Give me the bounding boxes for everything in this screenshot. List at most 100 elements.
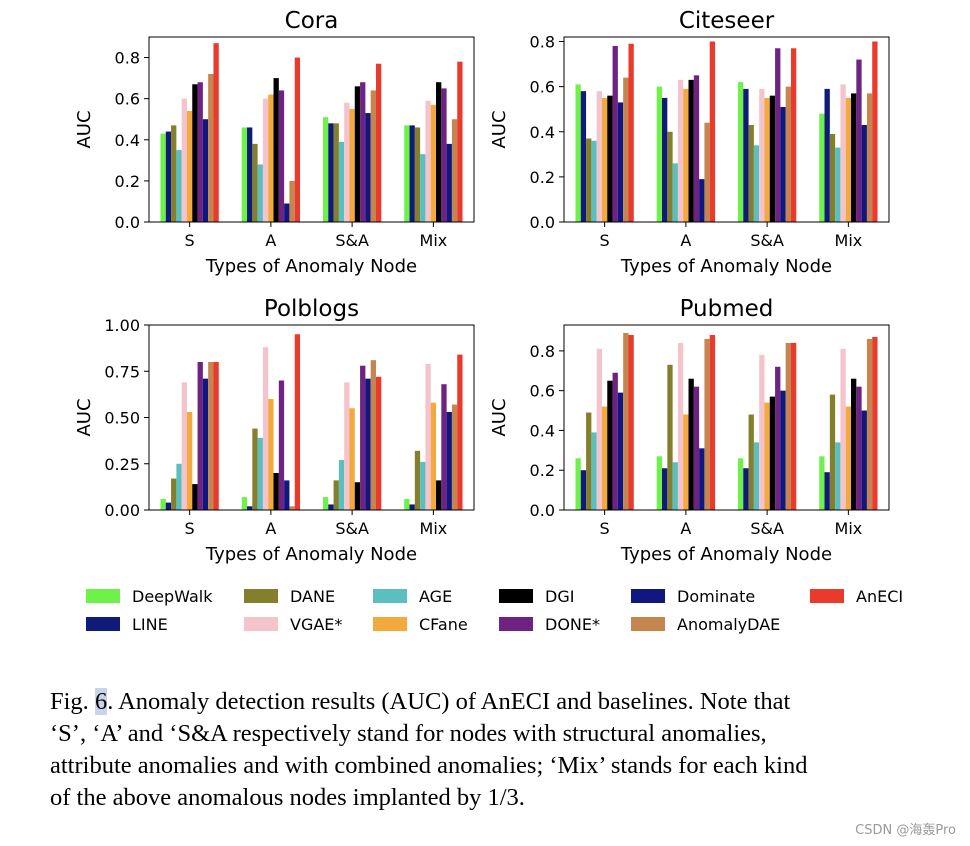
legend-label: VGAE*: [290, 614, 343, 634]
y-axis-label: AUC: [74, 110, 95, 148]
bar-aneci: [294, 57, 301, 223]
x-tick-label: S&A: [750, 519, 784, 538]
legend-item-dane: DANE: [244, 585, 335, 607]
bar-line: [824, 472, 830, 510]
x-tick-label: S: [185, 231, 195, 250]
bar-cfane: [683, 414, 689, 510]
chart-title: Citeseer: [679, 8, 775, 34]
bar-deepwalk: [241, 497, 248, 510]
bar-done: [612, 46, 618, 222]
bar-anomalydae: [370, 90, 376, 222]
bar-vgae: [344, 102, 350, 222]
bar-dominate: [365, 378, 371, 510]
bar-cfane: [601, 406, 608, 510]
bar-dane: [586, 138, 592, 222]
bar-aneci: [457, 61, 463, 222]
bar-age: [420, 154, 426, 222]
bar-line: [743, 88, 749, 222]
bar-done: [693, 75, 700, 222]
x-tick-label: S: [185, 519, 195, 538]
bar-dominate: [617, 102, 624, 222]
legend-item-line: LINE: [86, 613, 168, 635]
x-axis-label: Types of Anomaly Node: [205, 544, 417, 565]
bar-dane: [252, 428, 258, 510]
bar-cfane: [764, 97, 770, 222]
legend-item-dgi: DGI: [499, 585, 574, 607]
legend-item-deepwalk: DeepWalk: [86, 585, 212, 607]
bar-deepwalk: [656, 456, 663, 510]
legend: DeepWalk LINE DANE VGAE* AGE CFane DGI D…: [86, 585, 926, 645]
caption-line-1: Fig. 6. Anomaly detection results (AUC) …: [50, 686, 942, 718]
x-axis-label: Types of Anomaly Node: [620, 256, 832, 277]
plot-frame: [148, 36, 475, 223]
bar-vgae: [677, 79, 684, 223]
x-tick-label: S: [600, 231, 610, 250]
x-axis-label: Types of Anomaly Node: [205, 256, 417, 277]
bar-deepwalk: [737, 458, 744, 510]
bar-anomalydae: [704, 338, 710, 510]
legend-swatch: [244, 589, 278, 603]
bar-aneci: [213, 43, 219, 222]
bar-dgi: [354, 86, 361, 222]
bar-age: [753, 145, 760, 222]
bar-aneci: [213, 362, 219, 510]
bar-line: [165, 502, 172, 510]
chart-title: Pubmed: [680, 296, 774, 322]
bar-anomalydae: [289, 506, 295, 510]
bar-done: [278, 380, 285, 510]
bar-cfane: [430, 104, 437, 222]
bar-line: [662, 468, 668, 510]
bar-line: [824, 88, 830, 222]
bar-line: [409, 125, 415, 222]
bar-done: [612, 372, 618, 510]
plot-frame: [563, 324, 890, 511]
legend-label: DONE*: [545, 614, 600, 634]
bar-aneci: [457, 354, 463, 510]
bar-aneci: [375, 63, 382, 222]
bar-deepwalk: [737, 82, 744, 223]
legend-item-age: AGE: [373, 585, 452, 607]
figure-caption: Fig. 6. Anomaly detection results (AUC) …: [50, 686, 942, 814]
bar-dane: [748, 124, 754, 222]
bar-dgi: [851, 93, 857, 223]
bar-age: [420, 461, 426, 510]
caption-line-2: ‘S’, ‘A’ and ‘S&A respectively stand for…: [50, 720, 767, 747]
bar-done: [278, 90, 285, 222]
bar-dgi: [192, 84, 198, 222]
y-tick-label: 0.6: [530, 78, 555, 97]
legend-swatch: [810, 589, 844, 603]
x-tick-label: S&A: [750, 231, 784, 250]
y-tick-label: 0.0: [115, 213, 140, 232]
bar-line: [580, 470, 587, 510]
legend-label: LINE: [132, 614, 168, 634]
bar-vgae: [840, 348, 846, 510]
bar-deepwalk: [404, 498, 410, 510]
bar-line: [662, 97, 668, 222]
bar-dominate: [861, 410, 867, 510]
y-tick-label: 0.2: [115, 172, 140, 191]
bar-deepwalk: [819, 113, 825, 222]
bar-aneci: [872, 41, 878, 223]
bar-vgae: [840, 84, 846, 222]
x-tick-label: S: [600, 519, 610, 538]
legend-item-done: DONE*: [499, 613, 600, 635]
caption-line-3: attribute anomalies and with combined an…: [50, 752, 808, 779]
bar-anomalydae: [866, 338, 873, 510]
legend-swatch: [86, 589, 120, 603]
bar-aneci: [375, 376, 382, 510]
bar-vgae: [181, 382, 187, 510]
bar-deepwalk: [404, 125, 410, 222]
bar-deepwalk: [656, 86, 663, 222]
plot-frame: [563, 36, 890, 223]
bar-dominate: [365, 113, 371, 222]
bar-vgae: [344, 382, 350, 510]
bar-vgae: [759, 354, 765, 510]
bar-age: [591, 140, 597, 222]
bar-age: [835, 442, 841, 510]
bar-cfane: [268, 399, 274, 510]
chart-grid: 0.0 0.2 0.4 0.6 0.8 S A S&A Mix Cora Types of Anom…: [74, 8, 890, 565]
x-tick-label: S&A: [335, 519, 369, 538]
bar-done: [360, 365, 366, 510]
chart-title: Cora: [285, 8, 339, 34]
bar-done: [775, 48, 781, 222]
